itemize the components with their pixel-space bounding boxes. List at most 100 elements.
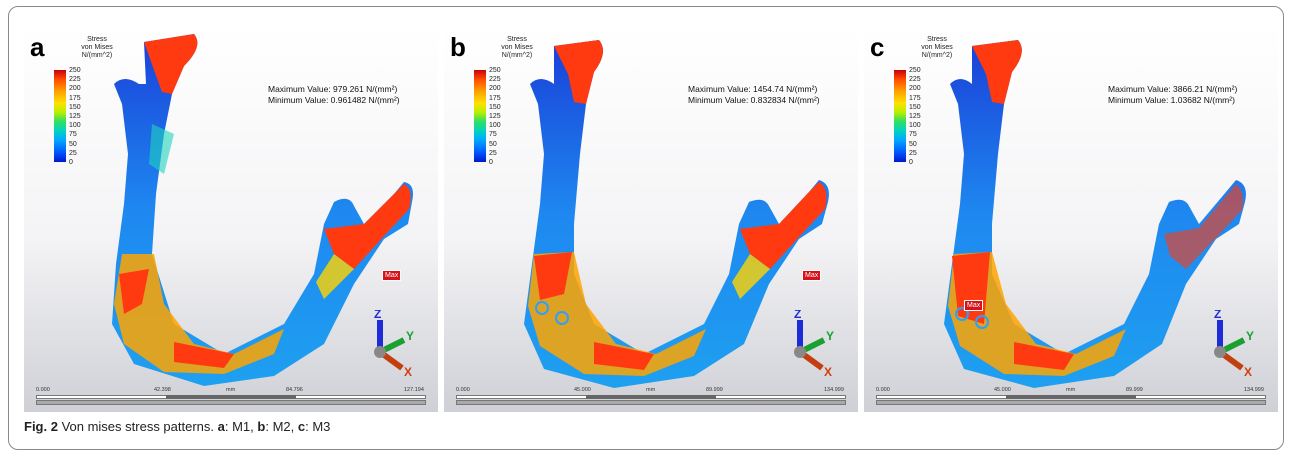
caption-panel-c-text: : M3 — [305, 419, 331, 434]
axis-triad-icon: Z Y X — [374, 310, 414, 379]
legend-tick-label: 150 — [909, 103, 921, 111]
scale-label: 0.000 — [456, 387, 470, 393]
scale-label: 45.000 — [574, 387, 591, 393]
scale-bar-track — [456, 400, 846, 405]
maximum-value: Maximum Value: 979.261 N/(mm²) — [268, 84, 398, 94]
legend-tick-label: 25 — [69, 149, 77, 157]
max-marker: Max — [802, 270, 822, 281]
figure-panels: a Stress von Mises N/(mm^2) 250 225 200 175… — [24, 24, 1278, 412]
legend-tick-label: 175 — [489, 94, 501, 102]
axis-label-x: X — [404, 365, 412, 379]
legend-title-line: Stress — [87, 36, 107, 43]
scale-unit: mm — [1066, 387, 1076, 393]
scale-bar-track — [876, 400, 1266, 405]
legend-tick-label: 250 — [489, 67, 501, 74]
max-marker: Max — [382, 270, 402, 281]
scale-label: 0.000 — [36, 387, 50, 393]
legend-title-line: N/(mm^2) — [81, 52, 113, 59]
legend-title-line: N/(mm^2) — [501, 52, 533, 59]
scale-label: 134.999 — [824, 387, 844, 393]
legend-tick-label: 125 — [489, 113, 501, 120]
legend-tick-label: 200 — [909, 85, 921, 93]
legend-color-bar — [474, 70, 486, 162]
caption-panel-b-text: : M2, — [265, 419, 298, 434]
legend-tick-label: 225 — [909, 76, 921, 84]
legend-tick-label: 25 — [489, 149, 497, 157]
axis-label-z: Z — [374, 310, 381, 321]
minimum-value: Minimum Value: 0.832834 N/(mm²) — [688, 95, 820, 105]
caption-panel-a-text: : M1, — [224, 419, 258, 434]
caption-panel-c: c — [297, 419, 306, 434]
scale-bar-track — [36, 400, 426, 405]
panel-a: a Stress von Mises N/(mm^2) 250 225 200 175… — [24, 24, 438, 412]
panel-letter: a — [30, 32, 45, 62]
panel-b: b Stress von Mises N/(mm^2) 250 225 200 175… — [444, 24, 858, 412]
scale-unit: mm — [226, 387, 236, 393]
legend-tick-label: 175 — [909, 94, 921, 102]
panel-c: c Stress von Mises N/(mm^2) 250 225 200 175… — [864, 24, 1278, 412]
scale-label: 84.796 — [286, 387, 303, 393]
axis-label-y: Y — [826, 329, 834, 343]
legend-color-bar — [894, 70, 906, 162]
axis-triad-icon: Z Y X — [794, 310, 834, 379]
caption-text: Von mises stress patterns. — [57, 419, 218, 434]
legend-tick-label: 0 — [69, 159, 73, 166]
legend-tick-label: 50 — [909, 140, 917, 148]
legend-tick-label: 75 — [489, 131, 497, 139]
legend-tick-label: 25 — [909, 149, 917, 157]
mandible-model-a — [112, 34, 413, 386]
maximum-value: Maximum Value: 3866.21 N/(mm²) — [1108, 84, 1238, 94]
legend-tick-label: 250 — [909, 67, 921, 74]
legend-color-bar — [54, 70, 66, 162]
scale-bar: 0.000 42.398 mm 84.796 127.194 — [36, 387, 426, 408]
scale-unit: mm — [646, 387, 656, 393]
scale-bar-segment — [586, 395, 716, 399]
axis-label-z: Z — [1214, 310, 1221, 321]
figure-caption: Fig. 2 Von mises stress patterns. a: M1,… — [24, 419, 330, 434]
legend-tick-label: 50 — [489, 140, 497, 148]
mandible-model-b — [524, 40, 829, 388]
caption-panel-a: a — [217, 419, 225, 434]
axis-triad-icon: Z Y X — [1214, 310, 1254, 379]
legend-tick-label: 125 — [909, 113, 921, 120]
scale-label: 89.999 — [1126, 387, 1143, 393]
scale-bar-segment — [166, 395, 296, 399]
legend-title-line: Stress — [927, 36, 947, 43]
scale-label: 45.000 — [994, 387, 1011, 393]
legend-tick-label: 125 — [69, 113, 81, 120]
legend-title-line: von Mises — [501, 44, 533, 51]
scale-bar-segment — [1006, 395, 1136, 399]
scale-label: 127.194 — [404, 387, 424, 393]
maximum-value: Maximum Value: 1454.74 N/(mm²) — [688, 84, 818, 94]
legend-title-line: N/(mm^2) — [921, 52, 953, 59]
scale-bar: 0.000 45.000 mm 89.999 134.999 — [456, 387, 846, 408]
legend-ticks: 250 225 200 175 150 125 100 75 50 25 0 — [489, 67, 515, 166]
legend-title: Stress von Mises N/(mm^2) — [70, 36, 124, 60]
legend-tick-label: 225 — [489, 76, 501, 84]
minimum-value: Minimum Value: 1.03682 N/(mm²) — [1108, 95, 1235, 105]
legend-tick-label: 150 — [489, 103, 501, 111]
legend-tick-label: 100 — [69, 122, 81, 130]
minimum-value: Minimum Value: 0.961482 N/(mm²) — [268, 95, 400, 105]
scale-label: 134.999 — [1244, 387, 1264, 393]
scale-label: 42.398 — [154, 387, 171, 393]
axis-label-z: Z — [794, 310, 801, 321]
legend-ticks: 250 225 200 175 150 125 100 75 50 25 0 — [909, 67, 935, 166]
legend-tick-label: 200 — [69, 85, 81, 93]
legend-ticks: 250 225 200 175 150 125 100 75 50 25 0 — [69, 67, 95, 166]
panel-letter: b — [450, 32, 466, 62]
mandible-model-c — [944, 40, 1246, 388]
scale-bar: 0.000 45.000 mm 89.999 134.999 — [876, 387, 1266, 408]
axis-label-y: Y — [406, 329, 414, 343]
legend-title: Stress von Mises N/(mm^2) — [490, 36, 544, 60]
legend-title: Stress von Mises N/(mm^2) — [910, 36, 964, 60]
legend-tick-label: 150 — [69, 103, 81, 111]
legend-tick-label: 100 — [909, 122, 921, 130]
legend-tick-label: 250 — [69, 67, 81, 74]
legend-tick-label: 100 — [489, 122, 501, 130]
axis-label-x: X — [1244, 365, 1252, 379]
legend-tick-label: 200 — [489, 85, 501, 93]
legend-title-line: von Mises — [921, 44, 953, 51]
panel-letter: c — [870, 32, 885, 62]
axis-label-x: X — [824, 365, 832, 379]
